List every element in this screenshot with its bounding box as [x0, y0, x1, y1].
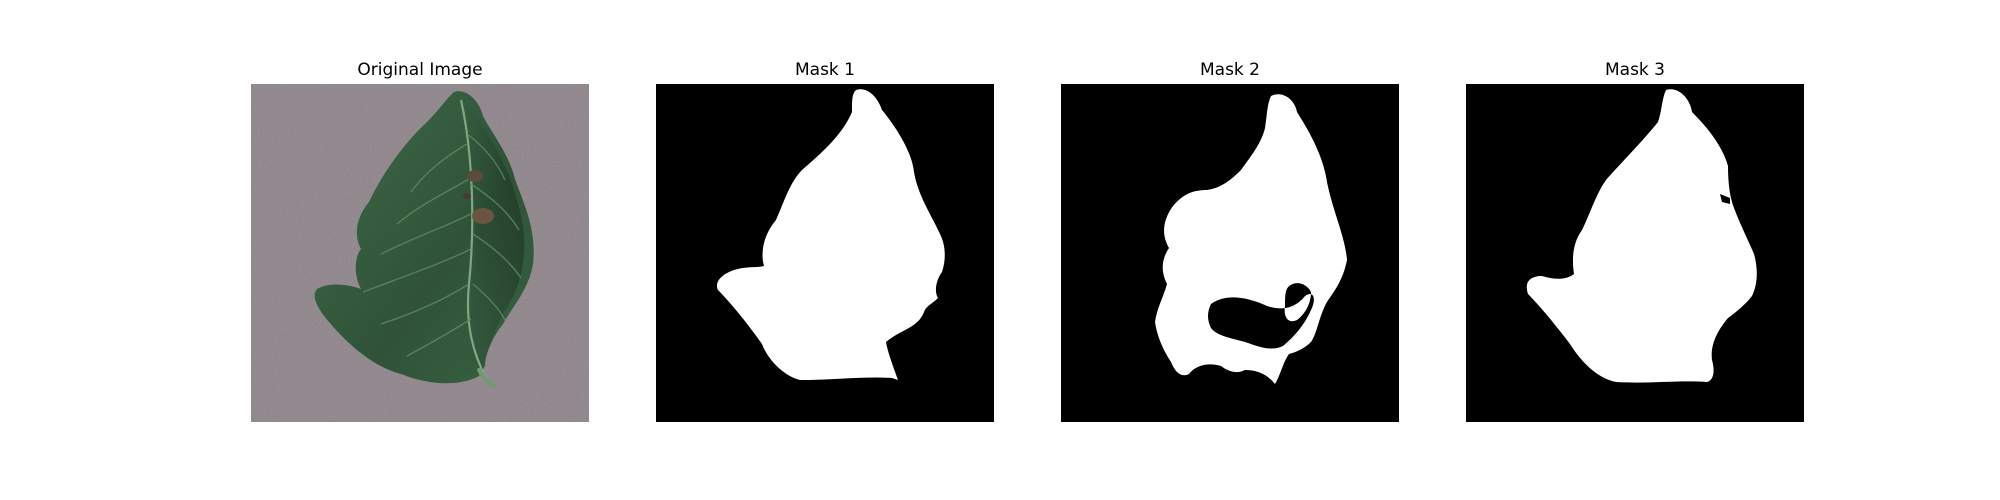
mask-2-panel: Mask 2: [1061, 57, 1399, 441]
panel-title: Mask 3: [1604, 60, 1665, 80]
mask-3-panel: Mask 3: [1466, 57, 1804, 441]
original-image-panel: Original Image: [251, 57, 589, 441]
mask-notch: [1720, 194, 1730, 204]
panel-title: Original Image: [357, 60, 483, 80]
mask-1-image: [656, 84, 994, 422]
leaf-photo: [251, 84, 589, 422]
leaf-lesions: [463, 170, 494, 224]
panel-title: Mask 1: [794, 60, 855, 80]
mask-region: [1155, 94, 1347, 384]
mask-region: [1526, 89, 1757, 383]
mask-2-image: [1061, 84, 1399, 422]
leaf-midrib: [459, 99, 488, 381]
panel-title: Mask 2: [1199, 60, 1260, 80]
mask-region: [716, 89, 945, 380]
leaf-veins: [362, 133, 522, 357]
mask-3-image: [1466, 84, 1804, 422]
leaf-stem: [477, 368, 497, 388]
mask-1-panel: Mask 1: [656, 57, 994, 441]
